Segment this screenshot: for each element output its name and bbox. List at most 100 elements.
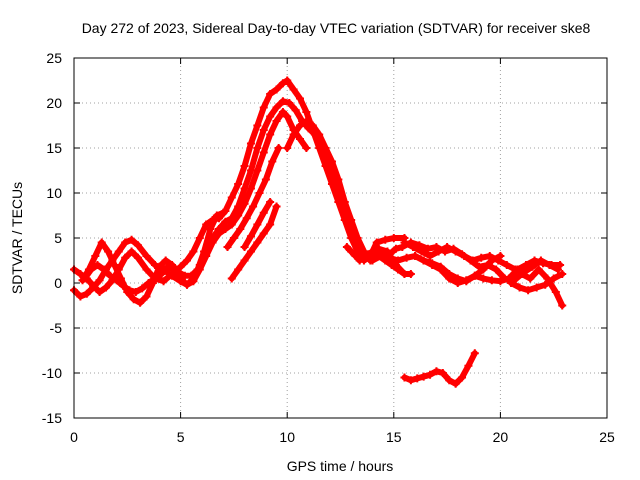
data-point — [408, 243, 417, 251]
data-point — [470, 349, 479, 358]
data-point — [208, 238, 217, 247]
data-point — [93, 261, 102, 269]
data-point — [223, 243, 232, 251]
data-point — [402, 253, 411, 262]
data-point — [551, 288, 560, 296]
data-point — [445, 376, 454, 385]
data-point — [479, 274, 488, 283]
data-point — [487, 256, 496, 265]
data-point — [212, 211, 221, 220]
data-point — [136, 298, 145, 307]
x-tick-label: 10 — [279, 429, 295, 445]
data-point — [106, 271, 115, 280]
data-point — [302, 117, 311, 125]
data-point — [458, 373, 467, 382]
data-point — [315, 130, 324, 139]
series-track-12 — [400, 349, 479, 388]
data-point — [302, 108, 311, 116]
data-point — [229, 234, 238, 242]
data-point — [453, 279, 462, 287]
data-point — [246, 247, 255, 256]
data-point — [381, 235, 390, 244]
y-tick-label: -10 — [42, 365, 62, 381]
data-point — [142, 252, 151, 260]
data-point — [99, 265, 108, 274]
data-point — [394, 265, 403, 274]
chart-title: Day 272 of 2023, Sidereal Day-to-day VTE… — [82, 20, 591, 36]
x-tick-label: 0 — [70, 429, 78, 445]
data-point — [464, 361, 473, 370]
y-tick-label: -15 — [42, 410, 62, 426]
data-point — [236, 225, 245, 233]
data-point — [176, 262, 185, 271]
data-point — [227, 220, 236, 229]
data-point — [272, 85, 281, 94]
data-point — [347, 216, 356, 224]
data-point — [470, 271, 479, 280]
data-point — [240, 256, 249, 265]
series-track-14 — [507, 270, 567, 295]
x-tick-label: 25 — [599, 429, 615, 445]
data-point — [468, 256, 477, 265]
data-point — [553, 265, 562, 274]
y-tick-label: 25 — [46, 50, 62, 66]
data-point — [400, 238, 409, 247]
y-tick-label: -5 — [50, 320, 63, 336]
data-point — [114, 247, 123, 256]
data-point — [541, 280, 550, 289]
data-point — [259, 148, 268, 157]
data-point — [283, 144, 292, 152]
data-point — [372, 238, 381, 247]
data-point — [451, 379, 460, 388]
data-point — [138, 284, 147, 293]
data-point — [502, 261, 511, 269]
y-axis-label: SDTVAR / TECUs — [9, 182, 25, 294]
data-point — [413, 374, 422, 383]
data-point — [534, 265, 543, 274]
data-point — [127, 247, 136, 256]
data-point — [423, 244, 432, 253]
data-point — [182, 280, 191, 289]
y-tick-label: 0 — [54, 275, 62, 291]
data-point — [558, 301, 567, 310]
data-point — [283, 76, 292, 85]
data-point — [426, 252, 435, 260]
data-point — [528, 262, 537, 271]
data-point — [419, 372, 428, 381]
data-point — [411, 252, 420, 260]
data-point — [242, 214, 251, 223]
series-track-8 — [283, 117, 567, 310]
series-track-6 — [227, 202, 281, 283]
data-point — [193, 265, 202, 274]
data-point — [234, 211, 243, 220]
data-point — [189, 277, 198, 286]
data-point — [240, 162, 249, 170]
data-point — [266, 198, 275, 206]
data-point — [253, 220, 262, 229]
data-point — [200, 247, 209, 256]
data-point — [291, 106, 300, 115]
data-point — [359, 253, 368, 262]
data-point — [308, 121, 317, 130]
data-point — [347, 247, 356, 256]
data-point — [419, 256, 428, 265]
data-point — [253, 121, 262, 130]
data-point — [295, 135, 304, 143]
data-point — [272, 202, 281, 211]
data-point — [394, 256, 403, 265]
data-point — [532, 283, 541, 292]
data-point — [259, 229, 268, 238]
data-point — [253, 166, 262, 175]
data-point — [95, 276, 104, 285]
data-point — [436, 265, 445, 274]
data-point — [278, 97, 287, 106]
series-line — [71, 77, 408, 295]
data-point — [443, 243, 452, 251]
data-point — [249, 202, 258, 211]
data-point — [387, 261, 396, 269]
data-point — [131, 288, 140, 296]
data-point — [524, 286, 533, 295]
data-point — [259, 103, 268, 112]
data-point — [479, 265, 488, 274]
data-point — [334, 175, 343, 184]
